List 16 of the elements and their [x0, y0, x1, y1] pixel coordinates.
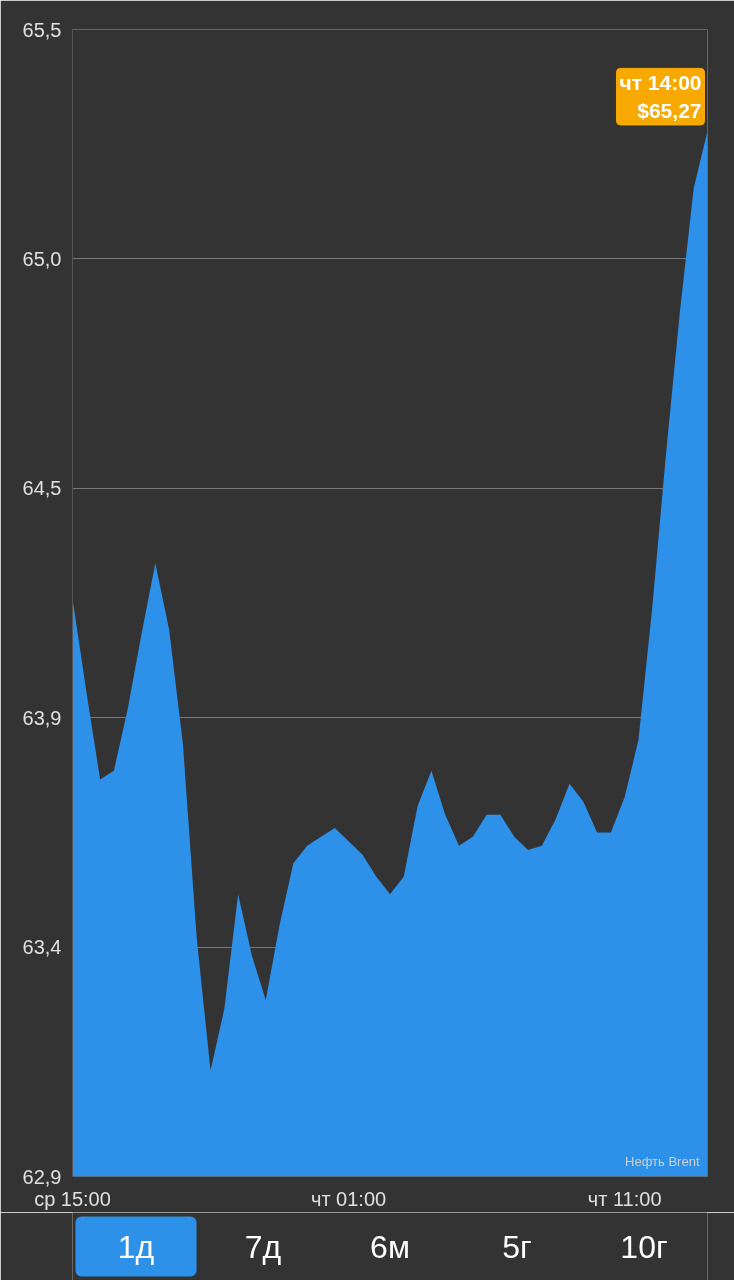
x-tick-label: чт 01:00 — [310, 1187, 387, 1210]
y-tick-label: 63,4 — [22, 936, 62, 959]
text: 1д — [117, 1228, 155, 1265]
annotation: чт 14:00 $65,27 — [619, 71, 702, 122]
text: 7д — [244, 1228, 282, 1265]
x-tick-label: чт 11:00 — [587, 1187, 662, 1210]
text: 6м — [370, 1228, 410, 1265]
y-tick-label: 63,9 — [22, 706, 62, 729]
text: 10г — [620, 1228, 668, 1265]
y-tick-label: 62,9 — [22, 1165, 62, 1188]
y-tick-label: 64,5 — [22, 477, 62, 500]
y-tick-label: 65,5 — [22, 18, 62, 41]
annotation: Нефть Brent — [625, 1153, 700, 1169]
x-tick-label: ср 15:00 — [34, 1187, 111, 1210]
text: 5г — [502, 1228, 532, 1265]
y-tick-label: 65,0 — [22, 247, 62, 270]
